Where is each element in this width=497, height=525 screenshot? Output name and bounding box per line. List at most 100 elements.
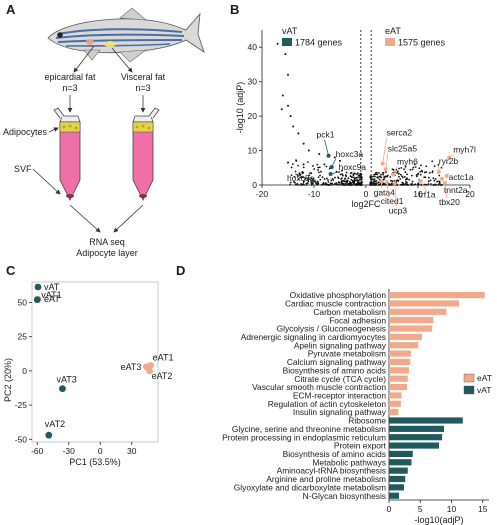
gene-point (289, 183, 292, 186)
gene-point (372, 175, 374, 178)
gene-point (417, 182, 420, 185)
x-tick-label: 20 (465, 189, 475, 199)
pathway-bar (389, 342, 419, 349)
highlighted-gene-point (439, 176, 444, 181)
gene-point (357, 183, 360, 185)
gene-point (408, 178, 411, 181)
gene-point (369, 176, 372, 179)
gene-label-leader (294, 173, 314, 182)
pathway-bar (389, 367, 409, 374)
gene-point (351, 179, 354, 182)
pathway-bar (389, 358, 411, 366)
gene-point (376, 173, 379, 176)
pathway-bar (389, 450, 413, 457)
gene-point (406, 173, 408, 176)
gene-point (287, 161, 289, 164)
gene-point (360, 182, 363, 184)
gene-label: pck1 (317, 130, 335, 140)
gene-point (302, 181, 305, 184)
volcano-plot: 0 10 20 30 40 -20 -10 0 10 20 log2FC -log10 (adjP) v… (235, 26, 476, 215)
gene-point (302, 166, 305, 169)
gene-point (399, 178, 402, 180)
x-tick-label: 30 (127, 446, 137, 456)
x-axis-label: PC1 (53.5%) (69, 457, 121, 467)
y-tick-label: 50 (18, 298, 28, 308)
gene-point (291, 163, 294, 165)
gene-point (406, 178, 408, 181)
gene-point (356, 176, 358, 179)
gene-point (374, 172, 377, 174)
gene-point (359, 184, 361, 186)
gene-point (343, 184, 346, 186)
pathway-bar (389, 400, 401, 407)
gene-point (322, 183, 325, 185)
gene-point (403, 175, 406, 178)
gene-point (429, 179, 432, 182)
gene-point (427, 183, 430, 185)
gene-point (398, 175, 400, 178)
gene-point (293, 181, 295, 183)
gene-point (402, 184, 405, 186)
highlighted-gene-point (380, 161, 385, 166)
gene-point (399, 173, 402, 176)
gene-point (289, 115, 292, 118)
y-tick-label: 20 (248, 111, 258, 121)
legend-swatch (463, 385, 475, 395)
legend-group-name: vAT (282, 26, 298, 36)
pathway-bar (389, 292, 485, 299)
gene-point (320, 183, 323, 186)
gene-point (355, 173, 358, 176)
gene-point (382, 171, 385, 174)
gene-point (341, 169, 343, 172)
gene-point (434, 178, 437, 180)
gene-point (440, 184, 443, 186)
gene-point (296, 182, 299, 185)
gene-point (326, 177, 328, 180)
gene-point (352, 173, 355, 176)
pathway-label: Focal adhesion (329, 315, 386, 325)
gene-label: gata4 (374, 188, 396, 198)
y-tick-label: -25 (15, 400, 28, 410)
gene-point (339, 159, 341, 162)
gene-point (328, 184, 331, 186)
pathway-label: Aminoacyl-tRNA biosynthesis (277, 466, 386, 476)
gene-point (385, 171, 387, 174)
pathway-label: Glycine, serine and threonine metabolism (232, 424, 386, 434)
pathway-bar (389, 467, 408, 474)
gene-point (343, 178, 346, 180)
gene-point (433, 165, 436, 168)
gene-point (372, 181, 375, 184)
pathway-label: Vascular smooth muscle contraction (252, 382, 386, 392)
gene-point (352, 176, 355, 179)
gene-point (307, 149, 310, 152)
gene-point (321, 176, 324, 179)
gene-point (345, 175, 348, 177)
gene-point (390, 179, 392, 182)
pathway-label: Pyruvate metabolism (308, 349, 386, 359)
sample-point (45, 431, 53, 439)
gene-point (276, 42, 279, 45)
pathway-bar (389, 434, 443, 441)
gene-label-leader (394, 183, 397, 207)
gene-point (307, 180, 310, 183)
panel-d-letter: D (176, 263, 185, 278)
pathway-label: Apelin signaling pathway (294, 340, 387, 350)
gene-label-leader (382, 137, 388, 164)
pathway-bar (389, 325, 433, 332)
gene-point (359, 182, 362, 185)
gene-point (372, 183, 375, 186)
x-tick-label: -60 (31, 446, 44, 456)
gene-point (401, 176, 404, 179)
legend-group-name: eAT (385, 26, 401, 36)
x-tick-label: 0 (364, 189, 369, 199)
gene-point (419, 170, 422, 173)
sample-label: eAT3 (121, 362, 142, 372)
gene-point (301, 170, 304, 173)
gene-point (318, 166, 321, 169)
highlighted-gene-point (444, 174, 449, 179)
pca-plot: -50 -25 0 25 50 -60 -30 0 30 PC1 (53.5%) PC2 (20%)… (3, 281, 173, 467)
gene-point (345, 171, 348, 174)
pathway-bar (389, 459, 412, 466)
y-tick-label: -50 (15, 434, 28, 444)
